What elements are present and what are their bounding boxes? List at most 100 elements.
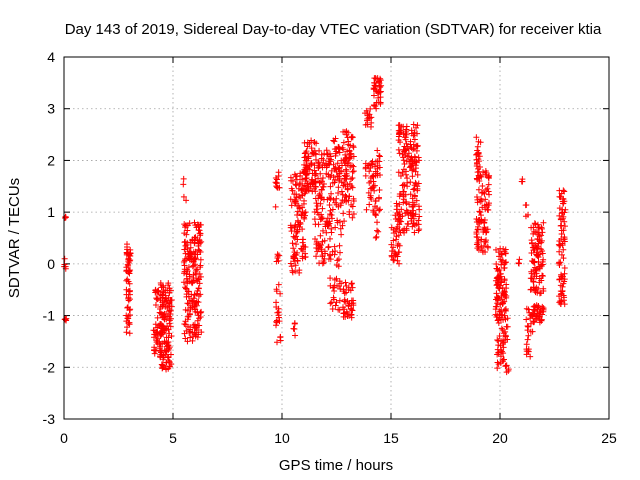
data-point-marker — [535, 251, 542, 258]
data-point-marker — [340, 182, 347, 189]
data-point-marker — [499, 257, 506, 264]
data-point-marker — [346, 148, 353, 155]
data-point-marker — [158, 347, 165, 354]
data-point-marker — [557, 273, 564, 280]
data-point-marker — [188, 251, 195, 258]
data-point-marker — [292, 181, 299, 188]
data-point-marker — [484, 185, 491, 192]
data-point-marker — [181, 246, 188, 253]
data-point-marker — [350, 143, 357, 150]
data-point-marker — [288, 202, 295, 209]
data-point-marker — [317, 179, 324, 186]
data-point-marker — [311, 209, 318, 216]
data-point-marker — [342, 279, 349, 286]
data-point-marker — [125, 258, 132, 265]
data-point-marker — [529, 328, 536, 335]
data-point-marker — [197, 262, 204, 269]
data-point-marker — [342, 298, 349, 305]
data-point-marker — [484, 226, 491, 233]
data-point-marker — [331, 287, 338, 294]
data-point-marker — [476, 158, 483, 165]
data-point-marker — [183, 293, 190, 300]
data-point-marker — [503, 281, 510, 288]
data-point-marker — [189, 298, 196, 305]
data-point-marker — [319, 260, 326, 267]
data-point-marker — [364, 121, 371, 128]
data-point-marker — [500, 246, 507, 253]
data-point-marker — [411, 229, 418, 236]
data-point-marker — [294, 211, 301, 218]
data-point-marker — [293, 176, 300, 183]
data-point-marker — [318, 248, 325, 255]
data-point-marker — [334, 219, 341, 226]
data-point-marker — [305, 184, 312, 191]
data-point-marker — [159, 340, 166, 347]
data-point-marker — [333, 195, 340, 202]
data-point-marker — [530, 244, 537, 251]
data-point-marker — [346, 193, 353, 200]
data-point-marker — [370, 173, 377, 180]
data-point-marker — [475, 223, 482, 230]
data-point-marker — [306, 166, 313, 173]
data-point-marker — [558, 222, 565, 229]
data-point-marker — [535, 224, 542, 231]
data-point-marker — [374, 147, 381, 154]
data-point-marker — [341, 172, 348, 179]
data-point-marker — [400, 157, 407, 164]
data-point-marker — [475, 243, 482, 250]
data-point-marker — [166, 289, 173, 296]
data-point-marker — [528, 237, 535, 244]
data-point-marker — [306, 163, 313, 170]
data-point-marker — [539, 272, 546, 279]
data-point-marker — [527, 275, 534, 282]
data-point-marker — [311, 150, 318, 157]
data-point-marker — [159, 365, 166, 372]
data-point-marker — [503, 259, 510, 266]
data-point-marker — [308, 137, 315, 144]
data-point-marker — [395, 169, 402, 176]
data-point-marker — [532, 313, 539, 320]
data-point-marker — [314, 203, 321, 210]
data-point-marker — [333, 275, 340, 282]
data-point-marker — [124, 324, 131, 331]
data-point-marker — [191, 303, 198, 310]
data-point-marker — [181, 221, 188, 228]
data-point-marker — [400, 199, 407, 206]
data-point-marker — [349, 175, 356, 182]
data-point-marker — [561, 209, 568, 216]
data-point-marker — [312, 195, 319, 202]
data-point-marker — [180, 181, 187, 188]
data-point-marker — [312, 235, 319, 242]
data-point-marker — [481, 242, 488, 249]
data-point-marker — [323, 170, 330, 177]
data-point-marker — [296, 267, 303, 274]
data-point-marker — [494, 337, 501, 344]
data-point-marker — [273, 286, 280, 293]
data-point-marker — [302, 250, 309, 257]
y-tick-label: 4 — [47, 49, 55, 65]
data-point-marker — [298, 212, 305, 219]
data-point-marker — [185, 323, 192, 330]
data-point-marker — [560, 246, 567, 253]
data-point-marker — [400, 191, 407, 198]
data-point-marker — [157, 279, 164, 286]
data-point-marker — [341, 218, 348, 225]
data-point-marker — [312, 183, 319, 190]
data-point-marker — [391, 257, 398, 264]
data-point-marker — [341, 197, 348, 204]
data-point-marker — [273, 179, 280, 186]
data-point-marker — [498, 325, 505, 332]
data-point-marker — [348, 201, 355, 208]
data-point-marker — [341, 306, 348, 313]
data-point-marker — [189, 337, 196, 344]
data-point-marker — [335, 190, 342, 197]
data-point-marker — [123, 243, 130, 250]
data-point-marker — [335, 256, 342, 263]
data-point-marker — [340, 139, 347, 146]
data-point-marker — [302, 253, 309, 260]
data-point-marker — [368, 161, 375, 168]
data-point-marker — [496, 267, 503, 274]
data-point-marker — [538, 317, 545, 324]
data-point-marker — [157, 351, 164, 358]
data-point-marker — [168, 297, 175, 304]
